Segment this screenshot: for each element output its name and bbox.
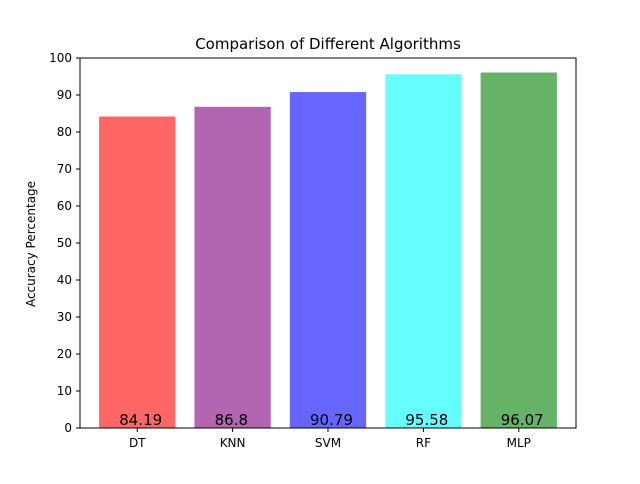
value-label-dt: 84.19 xyxy=(119,411,162,429)
x-tick-label-mlp: MLP xyxy=(507,436,531,450)
y-tick-label-70: 70 xyxy=(57,162,72,176)
x-tick-label-svm: SVM xyxy=(315,436,341,450)
value-label-mlp: 96.07 xyxy=(501,411,544,429)
value-labels-group: 84.19 86.8 90.79 95.58 96.07 xyxy=(119,411,543,429)
y-tick-label-100: 100 xyxy=(49,51,72,65)
bar-mlp xyxy=(480,72,557,428)
x-axis: DT KNN SVM RF MLP xyxy=(129,428,531,450)
y-tick-label-20: 20 xyxy=(57,347,72,361)
bar-dt xyxy=(99,116,176,428)
y-axis-label: Accuracy Percentage xyxy=(24,181,38,307)
bar-svm xyxy=(289,92,367,429)
bar-rf xyxy=(385,74,462,428)
y-tick-label-90: 90 xyxy=(57,88,72,102)
y-tick-label-0: 0 xyxy=(64,421,72,435)
y-tick-label-30: 30 xyxy=(57,310,72,324)
bars-group xyxy=(99,72,557,429)
plot-frame xyxy=(79,57,577,429)
x-tick-label-dt: DT xyxy=(129,436,146,450)
value-label-svm: 90.79 xyxy=(310,411,353,429)
y-tick-label-80: 80 xyxy=(57,125,72,139)
y-tick-label-10: 10 xyxy=(57,384,72,398)
x-tick-label-rf: RF xyxy=(416,436,431,450)
y-tick-label-50: 50 xyxy=(57,236,72,250)
value-label-rf: 95.58 xyxy=(405,411,448,429)
x-tick-label-knn: KNN xyxy=(220,436,246,450)
bar-knn xyxy=(194,106,271,428)
value-label-knn: 86.8 xyxy=(215,411,248,429)
chart-title: Comparison of Different Algorithms xyxy=(195,35,461,53)
y-axis: 0 10 20 30 40 50 60 70 80 90 100 xyxy=(49,51,80,435)
y-tick-label-40: 40 xyxy=(57,273,72,287)
y-tick-label-60: 60 xyxy=(57,199,72,213)
